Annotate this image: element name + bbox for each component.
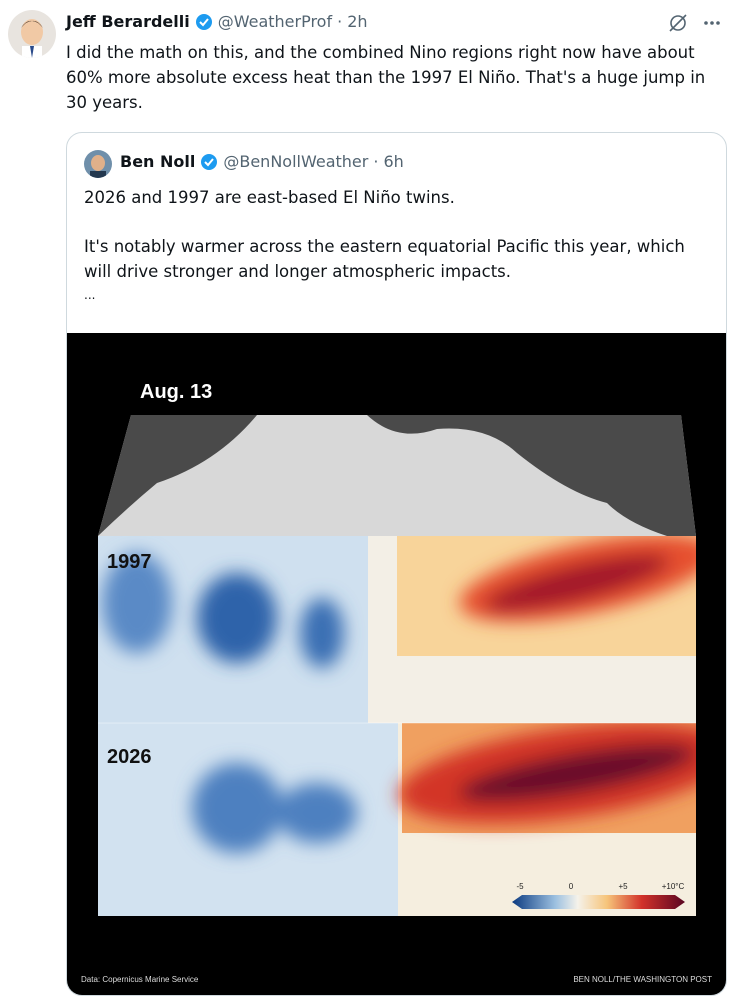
quote-image: Aug. 13 1997 2026 -5 0 +5 +10°C Data: Co… <box>67 333 726 995</box>
quote-paragraph: ... <box>84 288 96 302</box>
avatar[interactable] <box>8 10 56 58</box>
handle[interactable]: @WeatherProf <box>217 12 333 31</box>
panel-label: 1997 <box>107 551 152 573</box>
separator: · <box>373 152 379 171</box>
panel-label: 2026 <box>107 746 152 768</box>
verified-badge <box>201 153 218 170</box>
legend-label: +5 <box>618 882 628 891</box>
timestamp[interactable]: 2h <box>347 12 368 31</box>
quote-author: Ben Noll <box>120 152 196 171</box>
avatar-art <box>21 19 43 58</box>
panel-2026 <box>98 723 696 916</box>
quote-avatar <box>84 150 112 178</box>
legend-label: -5 <box>516 882 524 891</box>
quote-header: Ben Noll @BenNollWeather · 6h <box>120 152 404 171</box>
post-header: Jeff Berardelli @WeatherProf · 2h <box>66 12 368 31</box>
quote-paragraph: 2026 and 1997 are east-based El Niño twi… <box>84 188 455 207</box>
map-ocean <box>131 415 696 536</box>
image-date: Aug. 13 <box>140 381 212 403</box>
quote-text: 2026 and 1997 are east-based El Niño twi… <box>84 185 704 302</box>
image-source: Data: Copernicus Marine Service <box>81 975 199 984</box>
quote-card[interactable]: Ben Noll @BenNollWeather · 6h 2026 and 1… <box>66 132 727 996</box>
quote-paragraph: It's notably warmer across the eastern e… <box>84 237 685 281</box>
legend-label: +10°C <box>662 882 685 891</box>
panel-1997 <box>98 536 696 723</box>
quote-handle: @BenNollWeather <box>223 152 369 171</box>
legend-bar <box>512 895 685 909</box>
quote-time: 6h <box>383 152 404 171</box>
post-actions[interactable] <box>666 12 736 34</box>
verified-badge <box>195 13 212 30</box>
map-ocean <box>98 415 257 536</box>
separator: · <box>337 12 343 31</box>
legend-label: 0 <box>569 882 574 891</box>
image-credit: BEN NOLL/THE WASHINGTON POST <box>573 975 712 984</box>
author-name[interactable]: Jeff Berardelli <box>66 12 190 31</box>
post-text: I did the math on this, and the combined… <box>66 43 706 112</box>
